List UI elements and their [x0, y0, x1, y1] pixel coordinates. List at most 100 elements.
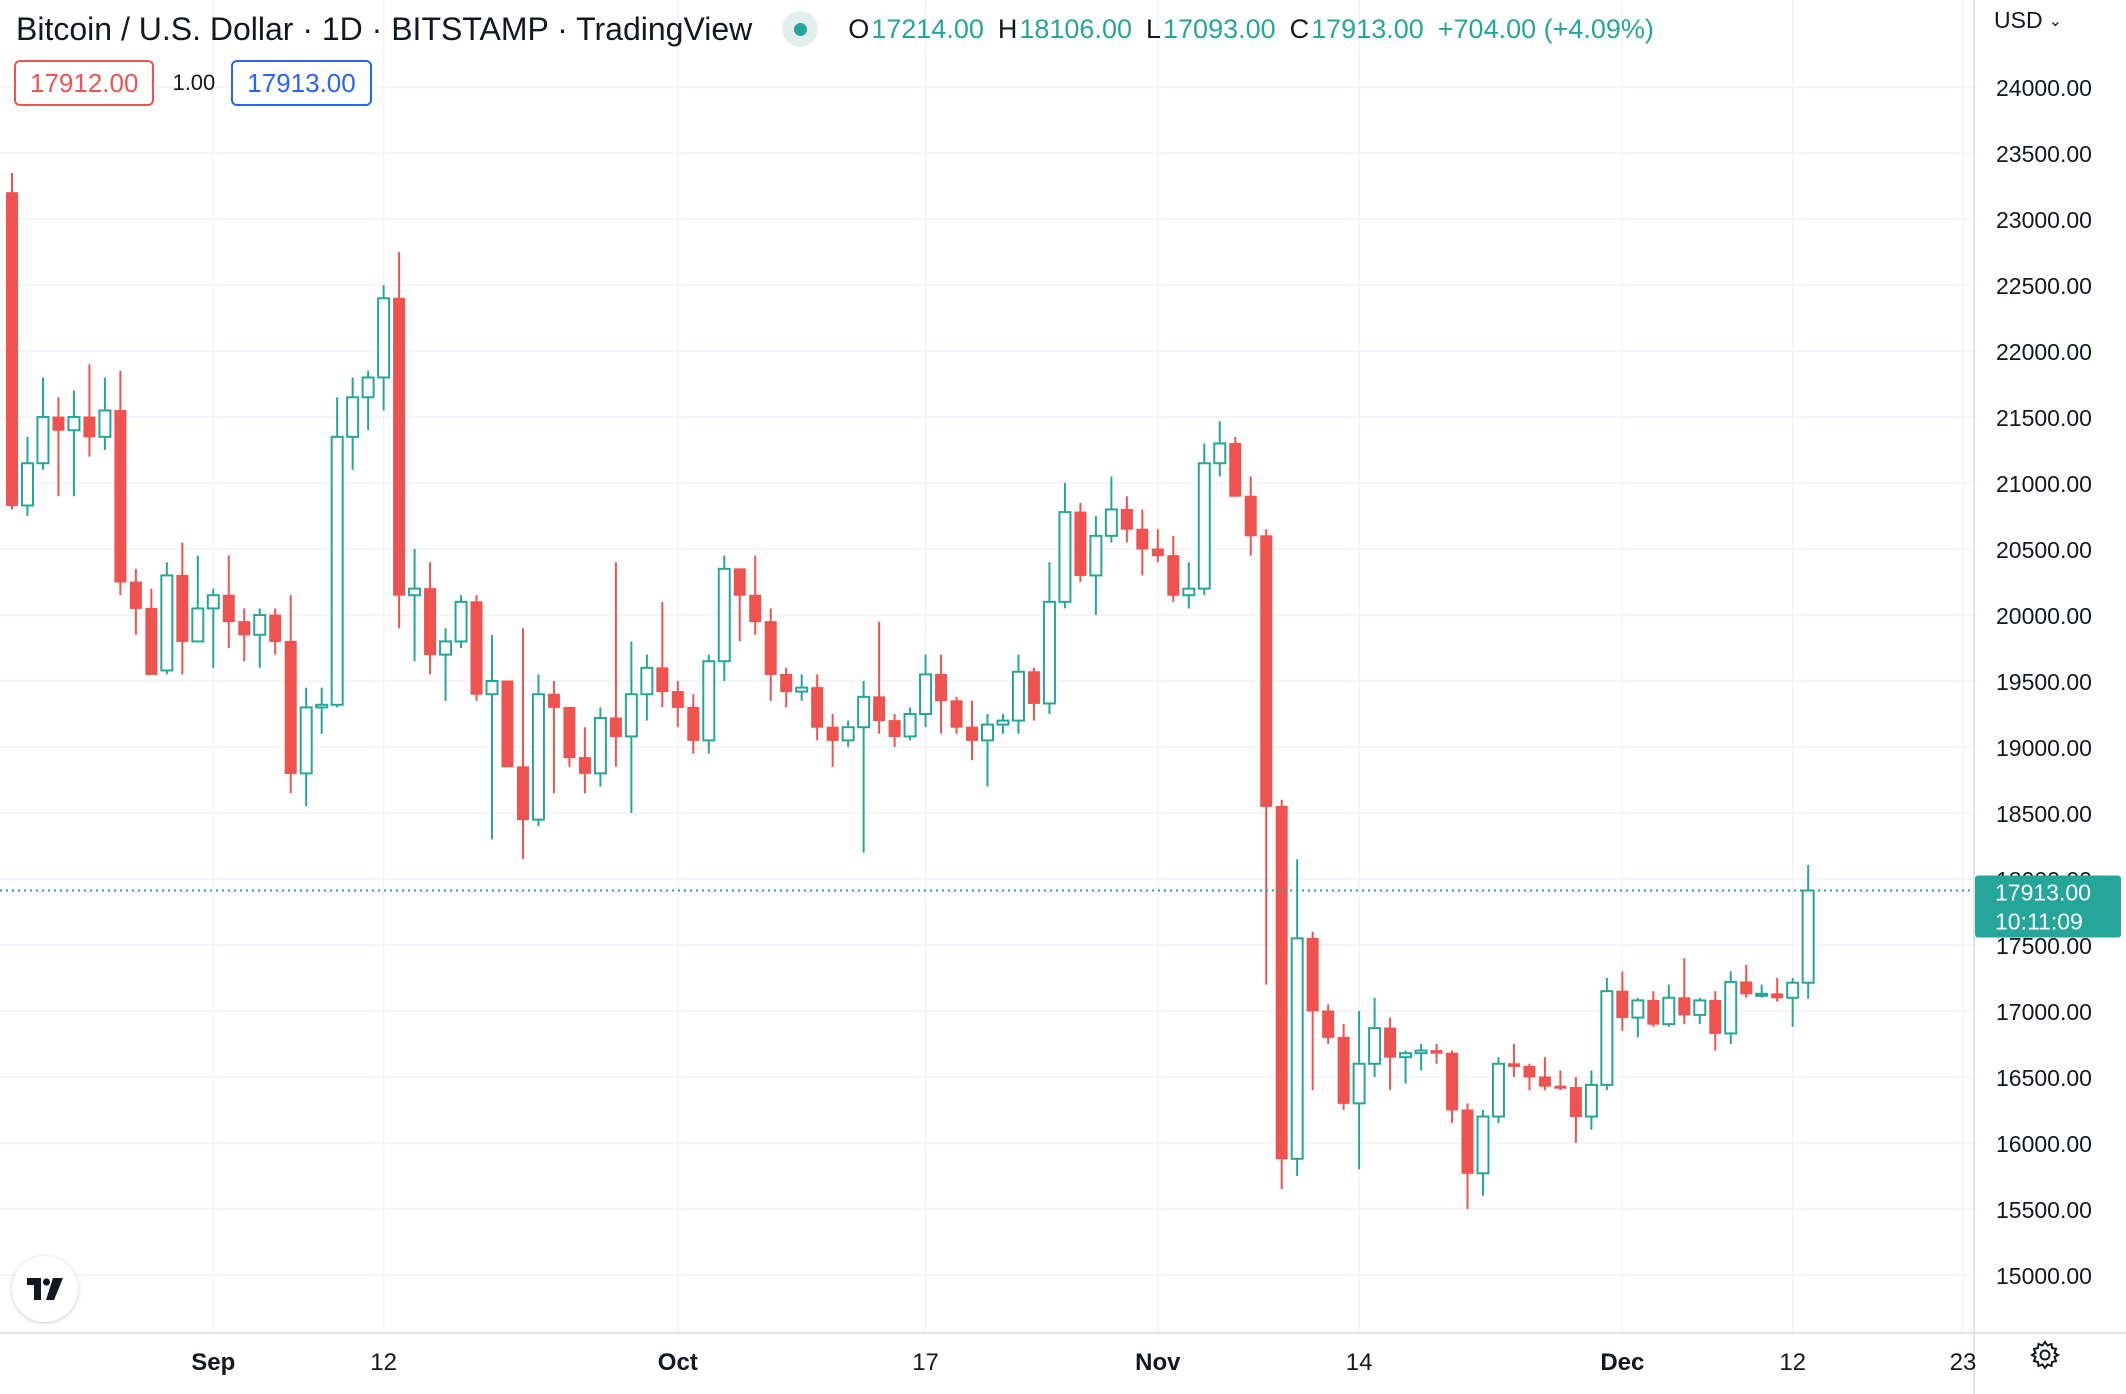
candle-body-down [1275, 805, 1288, 1160]
candle-body-down [501, 680, 514, 768]
chart-header: Bitcoin / U.S. Dollar · 1D · BITSTAMP · … [16, 6, 1654, 52]
candle [966, 700, 979, 761]
candle-body-down [1446, 1052, 1459, 1111]
price-axis-labels[interactable]: 24000.00 23500.00 23000.00 22500.00 22000.00… [1996, 75, 2092, 1289]
candle-body-up [361, 376, 375, 399]
time-axis-labels[interactable]: Sep 12 Oct 17 Nov 14 Dec 12 23 [191, 1349, 1976, 1376]
candle [52, 397, 65, 497]
candle [764, 608, 777, 701]
sell-price-button[interactable]: 17912.00 [14, 60, 155, 106]
price-tick-label: 24000.00 [1996, 75, 2092, 101]
candle-body-down [1554, 1085, 1567, 1089]
candle-body-up [640, 666, 654, 696]
candle-body-up [1600, 990, 1614, 1086]
candle [687, 694, 700, 754]
candle-body-up [996, 719, 1010, 726]
candle [1491, 1057, 1505, 1124]
candle-body-down [1337, 1036, 1350, 1104]
candle [176, 542, 189, 675]
candle [1011, 654, 1025, 734]
time-tick-label: 23 [1950, 1349, 1977, 1376]
candle [1399, 1050, 1413, 1084]
time-tick-label: 17 [912, 1349, 939, 1376]
candle [1538, 1057, 1551, 1091]
candle-body-up [1042, 600, 1056, 705]
candle-body-down [1523, 1065, 1536, 1078]
candle [1368, 997, 1382, 1077]
open-value: 17214.00 [871, 13, 984, 44]
candle [253, 608, 267, 668]
last-price-label: 17913.00 10:11:09 [1975, 875, 2121, 938]
candle-body-up [1089, 534, 1103, 577]
candle [424, 562, 437, 675]
candle [1104, 476, 1118, 543]
currency-selector[interactable]: USD ⌄ [1994, 7, 2062, 34]
candle [36, 377, 50, 470]
time-tick-label: 14 [1346, 1349, 1373, 1376]
candle [393, 252, 406, 629]
low-value: 17093.00 [1163, 13, 1276, 44]
candle [531, 674, 545, 827]
candle [470, 595, 483, 701]
candle-body-down [269, 614, 282, 642]
candles [6, 172, 1815, 1209]
quantity-value[interactable]: 1.00 [172, 70, 216, 95]
time-tick-label: Oct [658, 1349, 698, 1376]
candle-body-down [1538, 1076, 1551, 1087]
candle [1724, 971, 1738, 1044]
candle [935, 654, 948, 734]
candle [222, 555, 235, 649]
candle [439, 628, 453, 701]
candle-body-up [1786, 981, 1800, 999]
candle-body-up [624, 693, 638, 738]
candle-body-up [299, 706, 313, 775]
price-tick-label: 21000.00 [1996, 471, 2092, 497]
candle-body-down [1647, 999, 1660, 1025]
candle-body-up [454, 600, 468, 643]
candle-body-up [1213, 442, 1227, 465]
candle [516, 628, 529, 860]
candle-body-up [330, 435, 344, 706]
price-tick-label: 22500.00 [1996, 273, 2092, 299]
candle-body-up [346, 396, 360, 438]
candle-body-up [253, 614, 267, 636]
candle-body-down [1136, 528, 1149, 550]
candle-body-up [531, 693, 545, 821]
candle [1801, 864, 1815, 999]
candle-body-down [671, 691, 684, 708]
candle-body-up [485, 680, 499, 696]
candle-body-down [1569, 1087, 1582, 1118]
candle-body-up [67, 416, 81, 432]
candle-body-down [935, 673, 948, 702]
candle-body-up [702, 660, 716, 742]
candle [1260, 529, 1273, 985]
candle [1027, 667, 1040, 721]
candle-body-up [1631, 999, 1645, 1019]
candle [315, 687, 329, 734]
gear-icon[interactable] [2029, 1340, 2061, 1375]
candle-body-down [1461, 1109, 1474, 1174]
candle-body-down [780, 673, 793, 693]
candle-body-up [1491, 1062, 1505, 1118]
candle [1693, 997, 1707, 1025]
high-label: H [997, 13, 1018, 44]
candle [1197, 443, 1211, 596]
candle [1182, 562, 1196, 609]
candle-body-up [20, 462, 34, 507]
price-tick-label: 16000.00 [1996, 1131, 2092, 1157]
candle [1446, 1050, 1459, 1124]
candle [346, 377, 360, 470]
candle [1167, 535, 1180, 602]
ohlc-legend: O 17214.00 H 18106.00 L 17093.00 C 17913… [848, 14, 1654, 45]
buy-price-button[interactable]: 17913.00 [231, 60, 372, 106]
candle-body-down [1740, 981, 1753, 995]
tradingview-logo-icon[interactable] [12, 1256, 78, 1322]
price-tick-label: 21500.00 [1996, 405, 2092, 431]
candle [996, 714, 1010, 734]
currency-label: USD [1994, 7, 2043, 33]
candle [114, 370, 127, 596]
market-open-dot-icon [793, 22, 807, 36]
market-open-indicator[interactable] [782, 11, 819, 47]
trade-panel: 17912.00 1.00 17913.00 [14, 60, 372, 106]
